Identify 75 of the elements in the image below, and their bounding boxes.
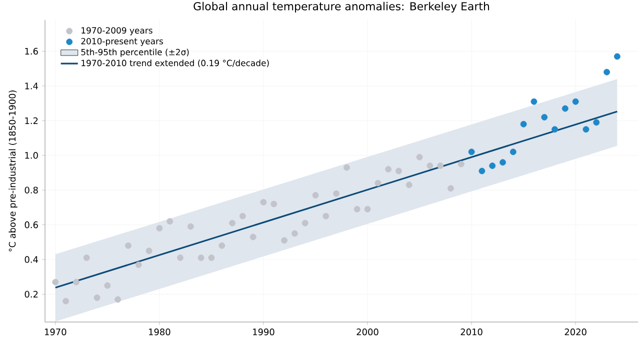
point <box>250 234 256 240</box>
x-tick-label: 1990 <box>253 328 274 336</box>
point <box>510 148 516 156</box>
point <box>614 53 620 60</box>
legend-label: 5th-95th percentile (±2σ) <box>81 48 189 57</box>
point <box>135 262 142 268</box>
x-tick-label: 2000 <box>356 328 378 336</box>
point <box>114 296 122 303</box>
point <box>166 218 174 225</box>
point <box>344 164 350 171</box>
point <box>541 114 548 120</box>
point <box>270 200 278 208</box>
point <box>364 206 371 212</box>
point <box>489 162 496 169</box>
point <box>322 212 330 220</box>
point <box>239 212 246 220</box>
point <box>156 225 163 232</box>
point <box>229 220 236 226</box>
point <box>426 162 434 169</box>
legend-label: 1970-2010 trend extended (0.19 °C/decade) <box>82 60 269 68</box>
point <box>125 242 132 249</box>
legend-label: 2010-present years <box>81 38 164 46</box>
point <box>582 126 590 133</box>
point <box>260 199 267 206</box>
y-axis-title: °C above pre-industrial (1850-1900) <box>8 90 18 252</box>
point <box>448 185 454 192</box>
point <box>385 166 392 172</box>
point <box>208 254 215 261</box>
point <box>468 148 475 156</box>
y-tick-label: 0.8 <box>24 186 38 194</box>
point <box>416 154 423 160</box>
point <box>396 168 402 174</box>
point <box>333 190 340 197</box>
y-tick-label: 1.4 <box>25 82 38 90</box>
point <box>478 168 486 174</box>
point <box>177 254 184 261</box>
point <box>104 282 111 289</box>
y-tick-label: 1.2 <box>25 117 38 124</box>
point <box>62 298 70 304</box>
point <box>604 68 610 76</box>
point <box>187 223 194 230</box>
point <box>572 98 579 105</box>
point <box>52 278 59 286</box>
point <box>374 180 382 186</box>
legend-label: 1970-2009 years <box>82 27 152 36</box>
point <box>593 119 600 126</box>
point <box>562 105 568 112</box>
point <box>458 160 464 168</box>
point <box>291 230 298 237</box>
point <box>520 120 527 128</box>
point <box>500 159 506 166</box>
point <box>406 182 412 188</box>
y-tick-label: 0.4 <box>24 256 38 263</box>
y-tick-label: 1.6 <box>25 48 38 55</box>
chart-title: Global annual temperature anomalies: Berkeley Earth <box>194 2 490 12</box>
point <box>281 237 288 244</box>
point <box>437 162 444 169</box>
point <box>530 98 538 105</box>
y-tick-label: 0.2 <box>24 290 38 298</box>
y-tick-label: 0.6 <box>24 221 38 228</box>
point <box>312 192 319 198</box>
point <box>146 248 152 254</box>
x-tick-label: 2010 <box>460 328 482 336</box>
point <box>218 242 226 249</box>
point <box>83 254 90 261</box>
point <box>73 278 80 286</box>
x-tick-label: 1980 <box>149 328 170 336</box>
x-tick-label: 2020 <box>564 328 586 336</box>
point <box>552 126 558 133</box>
point <box>94 294 100 301</box>
point <box>302 220 308 226</box>
x-tick-label: 1970 <box>44 328 66 336</box>
point <box>354 206 360 212</box>
y-tick-label: 1.0 <box>25 152 38 159</box>
point <box>198 254 204 261</box>
